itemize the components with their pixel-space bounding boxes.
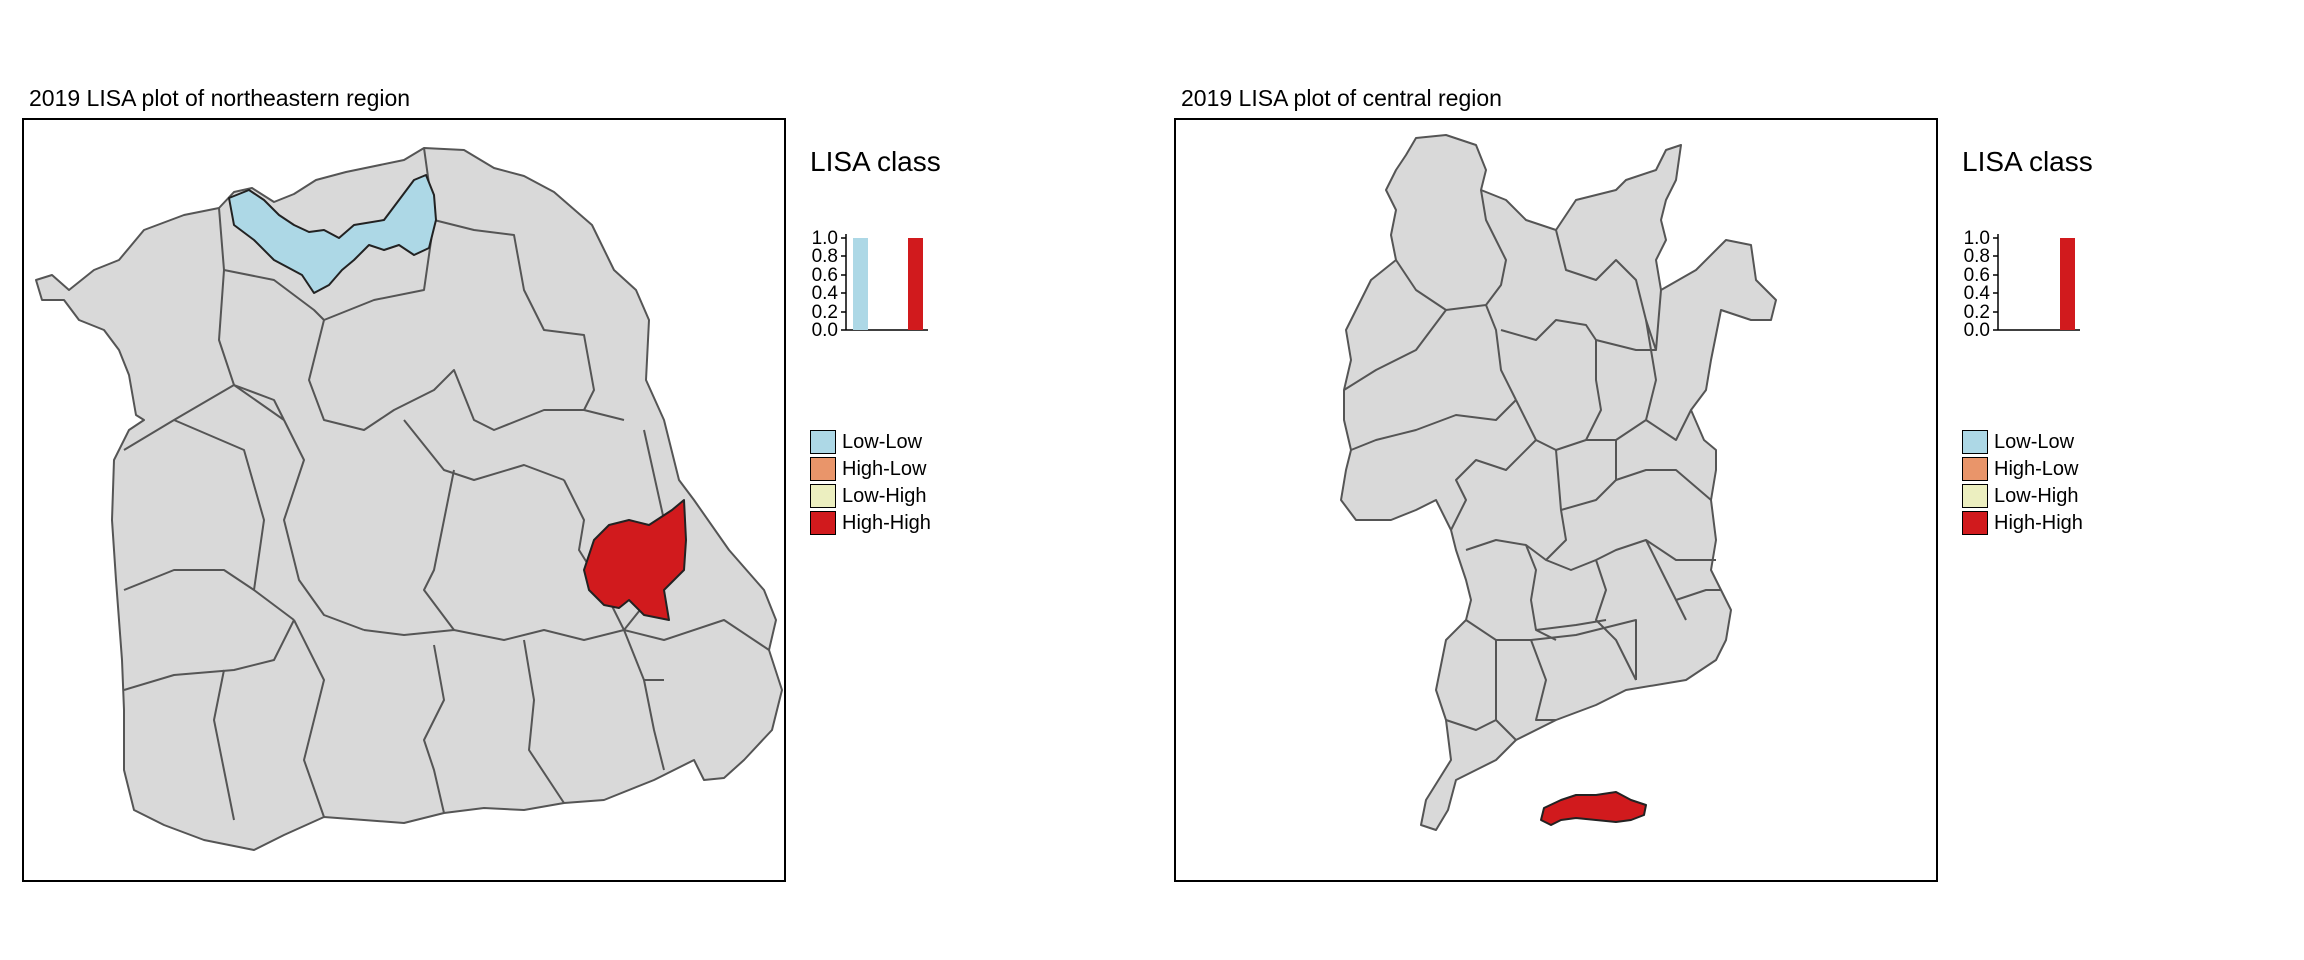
panel-central: 2019 LISA plot of central region — [1152, 0, 2304, 960]
legend-label: Low-Low — [1994, 430, 2075, 453]
swatch-low-low — [1962, 430, 1988, 454]
choropleth-map — [1340, 134, 1777, 831]
swatch-low-high — [810, 484, 836, 508]
y-tick-label: 1.0 — [1964, 228, 1990, 249]
y-tick-label: 1.0 — [812, 228, 838, 249]
y-tick-label: 0.0 — [1964, 320, 1990, 341]
legend-label: High-High — [842, 511, 931, 534]
legend-label: High-Low — [842, 457, 927, 480]
y-tick-label: 0.4 — [812, 283, 839, 304]
legend-entry-high-low: High-Low — [810, 457, 926, 481]
y-tick-label: 0.4 — [1964, 283, 1991, 304]
legend-label: Low-High — [842, 484, 927, 507]
legend-entry-high-high: High-High — [810, 511, 931, 535]
legend-entry-high-low: High-Low — [1962, 457, 2078, 481]
map-title: 2019 LISA plot of central region — [1181, 85, 1502, 111]
legend-label: High-High — [1994, 511, 2083, 534]
legend-label: Low-High — [1994, 484, 2079, 507]
legend-title: LISA class — [1962, 146, 2093, 177]
swatch-high-low — [1962, 457, 1988, 481]
legend-title: LISA class — [810, 146, 941, 177]
y-tick-label: 0.6 — [812, 265, 838, 286]
legend: LISA class 0.0 0.2 0.4 0.6 0.8 1.0 — [808, 140, 988, 560]
bar-high-high — [908, 238, 923, 330]
map-frame — [1174, 118, 1938, 882]
y-tick-label: 0.2 — [1964, 302, 1990, 323]
legend-entry-low-high: Low-High — [810, 484, 926, 508]
lisa-histogram: 0.0 0.2 0.4 0.6 0.8 1.0 — [812, 228, 928, 341]
y-tick-label: 0.8 — [1964, 246, 1990, 267]
y-tick-label: 0.8 — [812, 246, 838, 267]
lisa-high-high-district — [583, 499, 687, 621]
map-frame — [22, 118, 786, 882]
legend: LISA class 0.0 0.2 0.4 0.6 0.8 1.0 — [1960, 140, 2140, 560]
y-tick-label: 0.0 — [812, 320, 838, 341]
choropleth-map — [35, 147, 783, 851]
lisa-low-low-district — [228, 174, 437, 294]
legend-entry-low-low: Low-Low — [1962, 430, 2074, 454]
region-outline — [35, 147, 783, 851]
legend-label: Low-Low — [842, 430, 923, 453]
district-boundaries — [1343, 189, 1721, 741]
y-tick-label: 0.2 — [812, 302, 838, 323]
bar-high-high — [2060, 238, 2075, 330]
swatch-low-low — [810, 430, 836, 454]
lisa-histogram: 0.0 0.2 0.4 0.6 0.8 1.0 — [1964, 228, 2080, 341]
legend-label: High-Low — [1994, 457, 2079, 480]
map-title: 2019 LISA plot of northeastern region — [29, 85, 411, 111]
legend-entry-high-high: High-High — [1962, 511, 2083, 535]
lisa-high-high-district — [1540, 791, 1647, 826]
legend-entry-low-high: Low-High — [1962, 484, 2078, 508]
swatch-high-low — [810, 457, 836, 481]
swatch-high-high — [1962, 511, 1988, 535]
y-tick-label: 0.6 — [1964, 265, 1990, 286]
swatch-low-high — [1962, 484, 1988, 508]
legend-entry-low-low: Low-Low — [810, 430, 922, 454]
panel-northeastern: 2019 LISA plot of northeastern region — [22, 85, 988, 882]
swatch-high-high — [810, 511, 836, 535]
bar-low-low — [853, 238, 868, 330]
